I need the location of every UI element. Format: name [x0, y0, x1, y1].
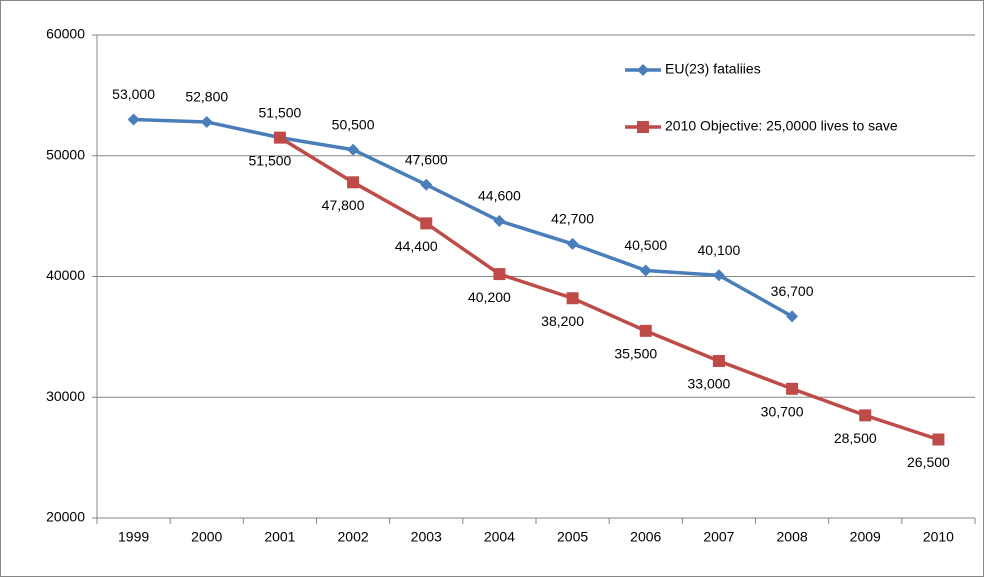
data-point	[493, 214, 506, 227]
data-point	[493, 268, 506, 281]
data-label: 36,700	[771, 283, 814, 299]
data-point	[566, 237, 579, 250]
data-label: 44,400	[395, 238, 438, 254]
data-label: 53,000	[112, 86, 155, 102]
legend-label: EU(23) fataliies	[665, 61, 761, 77]
data-label: 35,500	[614, 346, 657, 362]
x-tick-label: 2007	[703, 529, 734, 545]
data-point	[420, 217, 433, 230]
x-tick-label: 2010	[923, 529, 954, 545]
data-point	[639, 264, 652, 277]
y-tick-label: 60000	[46, 26, 85, 42]
legend-marker	[637, 121, 649, 133]
y-tick-label: 50000	[46, 146, 85, 162]
data-label: 52,800	[185, 89, 228, 105]
data-point	[712, 355, 725, 368]
data-label: 26,500	[907, 454, 950, 470]
x-tick-label: 1999	[118, 529, 149, 545]
x-tick-label: 2006	[630, 529, 661, 545]
data-point	[420, 178, 433, 191]
data-label: 47,800	[322, 197, 365, 213]
x-tick-label: 2000	[191, 529, 222, 545]
x-tick-label: 2009	[850, 529, 881, 545]
x-tick-label: 2008	[777, 529, 808, 545]
data-label: 44,600	[478, 188, 521, 204]
data-point	[347, 143, 360, 156]
series-line	[133, 117, 793, 318]
data-point	[712, 269, 725, 282]
data-point	[639, 324, 652, 337]
x-tick-label: 2003	[411, 529, 442, 545]
data-label: 30,700	[761, 404, 804, 420]
x-tick-label: 2002	[338, 529, 369, 545]
data-point	[786, 382, 799, 395]
x-tick-label: 2004	[484, 529, 515, 545]
data-point	[200, 115, 213, 128]
data-label: 40,500	[624, 237, 667, 253]
data-label: 50,500	[332, 116, 375, 132]
y-tick-label: 30000	[46, 388, 85, 404]
data-point	[932, 433, 945, 446]
data-point	[859, 409, 872, 422]
x-tick-label: 2001	[264, 529, 295, 545]
data-label: 33,000	[688, 376, 731, 392]
legend-marker	[637, 64, 649, 76]
data-point	[127, 113, 140, 126]
data-label: 51,500	[249, 152, 292, 168]
data-label: 42,700	[551, 211, 594, 227]
data-point	[273, 131, 286, 144]
data-label: 38,200	[541, 313, 584, 329]
data-label: 47,600	[405, 151, 448, 167]
data-label: 40,200	[468, 289, 511, 305]
series-line	[279, 136, 939, 442]
legend-label: 2010 Objective: 25,0000 lives to save	[665, 118, 898, 134]
data-point	[786, 310, 799, 323]
data-label: 40,100	[698, 242, 741, 258]
y-tick-label: 20000	[46, 509, 85, 525]
data-label: 51,500	[259, 104, 302, 120]
data-point	[566, 292, 579, 305]
y-tick-label: 40000	[46, 267, 85, 283]
x-tick-label: 2005	[557, 529, 588, 545]
data-point	[347, 176, 360, 189]
data-label: 28,500	[834, 430, 877, 446]
